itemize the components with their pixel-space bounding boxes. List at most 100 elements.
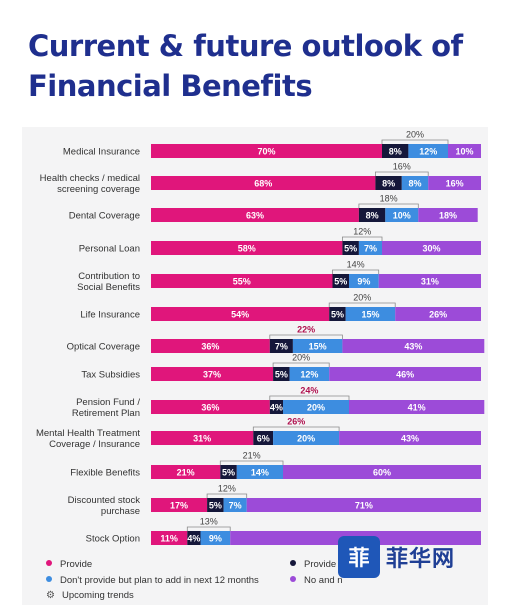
bar-segment-provide (151, 144, 382, 158)
bar-segment-provide_no_plan (358, 208, 386, 222)
data-label: 20% (297, 434, 315, 444)
data-label: 8% (366, 211, 379, 221)
bar-segment-plan_to_add (401, 176, 429, 190)
trend-bracket (186, 526, 231, 531)
bar-segment-no_plan (382, 241, 481, 255)
legend-swatch-plan-to-add (46, 576, 52, 582)
category-label: Tax Subsidies (81, 370, 140, 381)
trend-bracket (358, 203, 419, 208)
data-label: 63% (246, 211, 264, 221)
trend-label: 14% (347, 260, 365, 270)
bar-segment-plan_to_add (349, 274, 379, 288)
trend-icon: ⚙ (46, 590, 55, 601)
category-label: Mental Health Treatment Coverage / Insura… (36, 428, 140, 450)
trend-label: 12% (353, 227, 371, 237)
legend-label-upcoming-trends: Upcoming trends (62, 590, 134, 601)
watermark-text: 菲华网 (386, 547, 456, 572)
legend-label-plan-to-add: Don't provide but plan to add in next 12… (60, 575, 259, 586)
data-label: 7% (275, 342, 288, 352)
category-label: Discounted stock purchase (68, 495, 141, 517)
trend-label: 16% (393, 162, 411, 172)
bar-segment-provide (151, 241, 343, 255)
data-label: 17% (170, 501, 188, 511)
bar-segment-no_plan (395, 307, 481, 321)
bar-segment-provide_no_plan (269, 400, 283, 414)
data-label: 54% (231, 310, 249, 320)
bar-segment-plan_to_add (408, 144, 448, 158)
data-label: 8% (389, 147, 402, 157)
data-label: 68% (254, 179, 272, 189)
data-label: 31% (193, 434, 211, 444)
bar-segment-provide_no_plan (375, 176, 402, 190)
data-label: 21% (177, 468, 195, 478)
data-label: 15% (309, 342, 327, 352)
data-label: 15% (361, 310, 379, 320)
data-label: 58% (238, 244, 256, 254)
category-label: Life Insurance (80, 310, 140, 321)
data-label: 5% (331, 310, 344, 320)
data-label: 46% (396, 370, 414, 380)
trend-label: 21% (243, 451, 261, 461)
data-label: 10% (393, 211, 411, 221)
legend-label-provide-no-plan: Provide (304, 559, 337, 570)
bar-segment-plan_to_add (292, 339, 343, 353)
bar-segment-no_plan (428, 176, 481, 190)
data-label: 5% (334, 277, 347, 287)
trend-label: 20% (292, 353, 310, 363)
legend-item-provide-no-plan: Provide (290, 559, 336, 570)
data-label: 31% (421, 277, 439, 287)
data-label: 8% (408, 179, 421, 189)
trend-label: 13% (200, 517, 218, 527)
data-label: 14% (251, 468, 269, 478)
legend-item-provide: Provide (46, 559, 92, 570)
data-label: 43% (404, 342, 422, 352)
chart-panel (22, 127, 488, 605)
bar-segment-provide (151, 307, 330, 321)
data-label: 5% (344, 244, 357, 254)
trend-label: 24% (300, 386, 318, 396)
legend-item-upcoming-trends: ⚙ Upcoming trends (46, 590, 134, 601)
bar-segment-provide (151, 431, 254, 445)
data-label: 36% (201, 342, 219, 352)
category-label: Contribution to Social Benefits (77, 271, 140, 293)
trend-label: 20% (406, 130, 424, 140)
bar-segment-provide_no_plan (273, 367, 290, 381)
trend-label: 26% (287, 417, 305, 427)
trend-bracket (332, 269, 380, 274)
data-label: 41% (408, 403, 426, 413)
data-label: 18% (439, 211, 457, 221)
data-label: 37% (203, 370, 221, 380)
data-label: 7% (364, 244, 377, 254)
bar-segment-plan_to_add (273, 431, 340, 445)
data-label: 70% (257, 147, 275, 157)
bar-segment-plan_to_add (236, 465, 283, 479)
bar-segment-provide_no_plan (187, 531, 201, 545)
data-label: 5% (275, 370, 288, 380)
bar-segment-provide (151, 465, 221, 479)
data-label: 26% (429, 310, 447, 320)
trend-label: 20% (353, 293, 371, 303)
legend-label-no-plan: No and n (304, 575, 343, 586)
bar-segment-provide (151, 208, 359, 222)
data-label: 9% (357, 277, 370, 287)
bar-segment-provide (151, 498, 208, 512)
data-label: 8% (382, 179, 395, 189)
bar-segment-provide (151, 400, 270, 414)
data-label: 11% (160, 534, 178, 544)
legend-item-plan-to-add: Don't provide but plan to add in next 12… (46, 575, 259, 586)
trend-bracket (269, 395, 350, 400)
trend-bracket (219, 460, 284, 465)
data-label: 12% (419, 147, 437, 157)
bar-segment-no_plan (246, 498, 481, 512)
bar-segment-no_plan (349, 400, 485, 414)
bar-segment-provide_no_plan (253, 431, 274, 445)
category-label: Dental Coverage (69, 211, 140, 222)
bar-segment-plan_to_add (289, 367, 330, 381)
bar-segment-provide_no_plan (329, 307, 346, 321)
bar-segment-provide (151, 339, 270, 353)
trend-label: 22% (297, 325, 315, 335)
data-label: 55% (233, 277, 251, 287)
trend-bracket (252, 426, 340, 431)
trend-bracket (206, 493, 248, 498)
bar-segment-provide (151, 367, 274, 381)
